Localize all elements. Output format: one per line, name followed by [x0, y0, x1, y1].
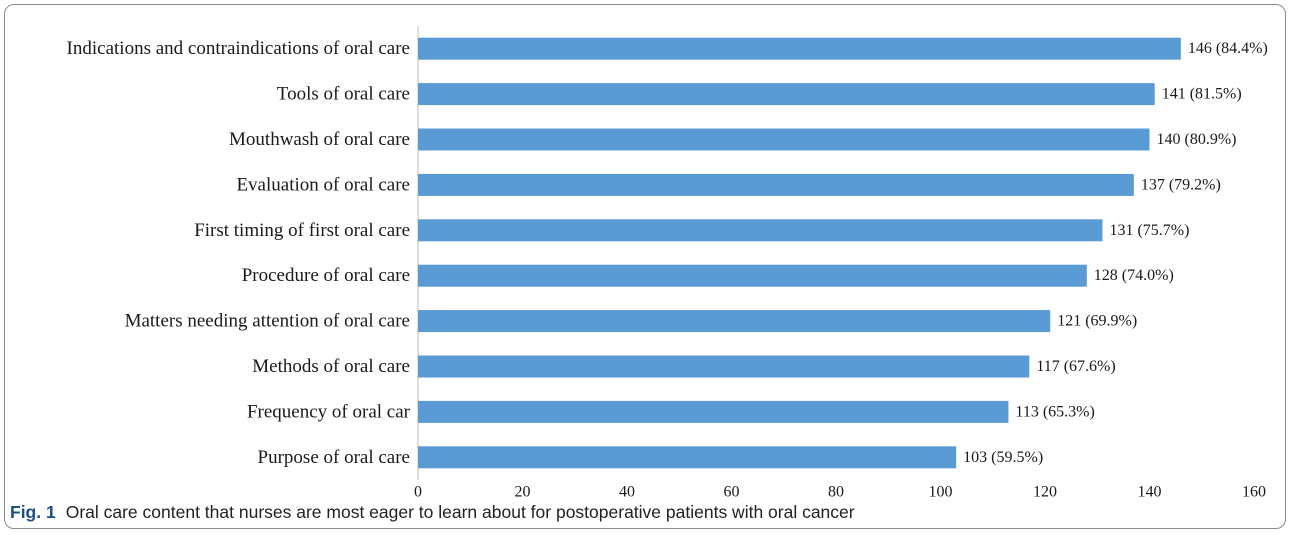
x-tick-label: 20: [515, 484, 531, 501]
bar-8: [418, 355, 1030, 378]
category-label: Frequency of oral car: [247, 401, 411, 422]
x-tick-label: 120: [1033, 484, 1057, 501]
category-label: Tools of oral care: [277, 84, 410, 105]
bar-1: [418, 37, 1181, 60]
category-label: Matters needing attention of oral care: [125, 311, 410, 332]
bar-6: [418, 264, 1087, 287]
category-label: Purpose of oral care: [258, 447, 410, 468]
data-label: 141 (81.5%): [1162, 86, 1242, 103]
bar-7: [418, 310, 1051, 333]
data-label: 103 (59.5%): [963, 449, 1043, 466]
x-tick-label: 0: [414, 484, 422, 501]
x-tick-label: 80: [828, 484, 844, 501]
data-label: 113 (65.3%): [1015, 403, 1094, 420]
x-tick-label: 160: [1242, 484, 1266, 501]
data-label: 140 (80.9%): [1157, 131, 1237, 148]
data-label: 121 (69.9%): [1057, 313, 1137, 330]
bar-9: [418, 400, 1009, 423]
caption-fig-label: Fig. 1: [10, 502, 56, 522]
category-label: Mouthwash of oral care: [229, 129, 410, 150]
bar-2: [418, 83, 1155, 106]
category-label: Methods of oral care: [252, 356, 410, 377]
data-label: 137 (79.2%): [1141, 176, 1221, 193]
x-tick-label: 100: [929, 484, 953, 501]
bar-10: [418, 446, 957, 469]
category-label: First timing of first oral care: [194, 220, 410, 241]
category-label: Evaluation of oral care: [236, 174, 410, 195]
category-label: Indications and contraindications of ora…: [67, 38, 410, 59]
bar-3: [418, 128, 1150, 151]
bar-4: [418, 173, 1134, 196]
data-label: 131 (75.7%): [1109, 222, 1189, 239]
caption-text: Oral care content that nurses are most e…: [65, 502, 855, 522]
data-label: 117 (67.6%): [1036, 358, 1115, 375]
x-tick-label: 140: [1138, 484, 1162, 501]
category-label: Procedure of oral care: [242, 265, 410, 286]
x-tick-label: 40: [619, 484, 635, 501]
bar-5: [418, 219, 1103, 242]
data-label: 146 (84.4%): [1188, 40, 1268, 57]
x-tick-label: 60: [724, 484, 740, 501]
figure-caption: Fig. 1 Oral care content that nurses are …: [10, 502, 1280, 523]
data-label: 128 (74.0%): [1094, 267, 1174, 284]
